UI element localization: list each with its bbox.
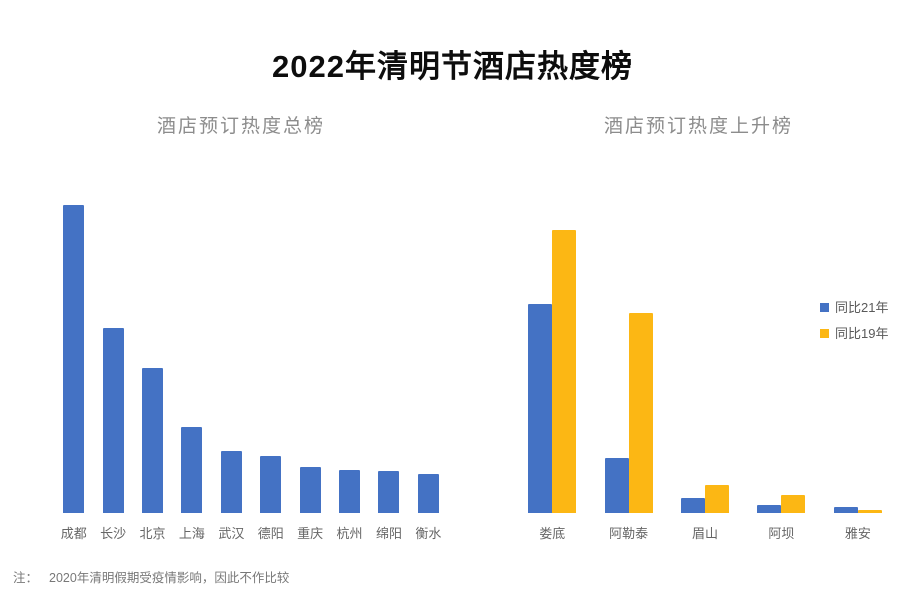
rising-rank-x-label-0: 娄底 <box>539 526 566 541</box>
legend: 同比21年同比19年 <box>820 300 889 341</box>
total-rank-x-label-5: 德阳 <box>257 526 284 541</box>
total-rank-slot-9: 衡水 <box>409 200 448 541</box>
total-rank-slot-5: 德阳 <box>251 200 290 541</box>
rising-rank-bar-1-yoy-2019 <box>628 313 653 513</box>
total-rank-bar-2-heat <box>142 368 164 513</box>
total-rank-bar-group-2 <box>142 200 164 513</box>
rising-rank-bar-group-0 <box>528 200 577 513</box>
total-rank-slot-4: 武汉 <box>212 200 251 541</box>
legend-item-yoy-2019: 同比19年 <box>820 326 888 341</box>
total-rank-bar-1-heat <box>102 328 124 513</box>
total-rank-bar-group-9 <box>417 200 439 513</box>
total-rank-bar-6-heat <box>299 467 321 513</box>
legend-swatch-icon-yoy-2021 <box>820 303 829 312</box>
rising-rank-bar-1-yoy-2021 <box>604 458 629 513</box>
total-rank-x-label-3: 上海 <box>178 526 205 541</box>
rising-rank-slot-0: 娄底 <box>514 200 590 541</box>
rising-rank-x-label-1: 阿勒泰 <box>609 526 649 541</box>
total-rank-x-label-9: 衡水 <box>415 526 442 541</box>
total-rank-bar-4-heat <box>220 451 242 513</box>
legend-swatch-icon-yoy-2019 <box>820 329 829 338</box>
total-rank-bar-5-heat <box>260 456 282 513</box>
total-rank-bar-3-heat <box>181 427 203 513</box>
rising-rank-bar-group-2 <box>681 200 730 513</box>
rising-rank-bar-group-1 <box>604 200 653 513</box>
page-title: 2022年清明节酒店热度榜 <box>272 49 633 84</box>
total-rank-x-label-4: 武汉 <box>218 526 245 541</box>
total-rank-slot-6: 重庆 <box>290 200 329 541</box>
total-rank-bar-group-4 <box>220 200 242 513</box>
rising-rank-bar-0-yoy-2021 <box>528 304 553 513</box>
total-rank-bar-0-heat <box>63 205 85 513</box>
rising-rank-x-label-3: 阿坝 <box>768 526 795 541</box>
total-rank-bar-group-5 <box>260 200 282 513</box>
rising-rank-bar-3-yoy-2021 <box>757 505 782 513</box>
total-rank-x-label-0: 成都 <box>60 526 87 541</box>
total-rank-bar-group-3 <box>181 200 203 513</box>
total-rank-slot-0: 成都 <box>54 200 93 541</box>
total-rank-bar-group-0 <box>63 200 85 513</box>
rising-rank-bar-2-yoy-2021 <box>681 498 706 513</box>
total-rank-slot-1: 长沙 <box>93 200 132 541</box>
total-rank-x-label-2: 北京 <box>139 526 166 541</box>
rising-rank-bar-group-3 <box>757 200 806 513</box>
rising-rank-slot-1: 阿勒泰 <box>590 200 666 541</box>
total-rank-x-label-7: 杭州 <box>336 526 363 541</box>
total-rank-slot-2: 北京 <box>133 200 172 541</box>
rising-rank-slot-4: 雅安 <box>820 200 896 541</box>
total-rank-bar-8-heat <box>378 471 400 513</box>
total-rank-bar-group-8 <box>378 200 400 513</box>
rising-rank-bar-0-yoy-2019 <box>552 230 577 513</box>
total-rank-bar-7-heat <box>339 470 361 513</box>
rising-rank-chart-title: 酒店预订热度上升榜 <box>604 116 794 137</box>
rising-rank-bar-3-yoy-2019 <box>781 495 806 513</box>
total-rank-slot-7: 杭州 <box>330 200 369 541</box>
total-rank-x-label-1: 长沙 <box>100 526 127 541</box>
footnote: 注： 2020年清明假期受疫情影响，因此不作比较 <box>13 571 289 586</box>
total-rank-chart-title: 酒店预订热度总榜 <box>157 116 326 137</box>
legend-item-yoy-2021: 同比21年 <box>820 300 888 315</box>
total-rank-x-label-8: 绵阳 <box>375 526 402 541</box>
rising-rank-bar-4-yoy-2019 <box>857 510 882 513</box>
total-rank-x-label-6: 重庆 <box>297 526 324 541</box>
total-rank-bar-group-7 <box>339 200 361 513</box>
rising-rank-slot-3: 阿坝 <box>743 200 819 541</box>
rising-rank-bar-group-4 <box>833 200 882 513</box>
total-rank-bar-group-1 <box>102 200 124 513</box>
rising-rank-slot-2: 眉山 <box>667 200 743 541</box>
total-rank-bar-group-6 <box>299 200 321 513</box>
total-rank-slot-3: 上海 <box>172 200 211 541</box>
footnote-text: 2020年清明假期受疫情影响，因此不作比较 <box>49 571 290 585</box>
total-rank-slot-8: 绵阳 <box>369 200 408 541</box>
rising-rank-x-label-4: 雅安 <box>844 526 871 541</box>
rising-rank-bar-4-yoy-2021 <box>833 507 858 513</box>
footnote-label: 注： <box>13 571 39 585</box>
legend-label-yoy-2021: 同比21年 <box>835 300 889 315</box>
rising-rank-bar-chart: 娄底 阿勒泰 眉山 阿坝 雅安 <box>514 200 896 541</box>
rising-rank-x-label-2: 眉山 <box>692 526 719 541</box>
total-rank-bar-chart: 成都 长沙 北京 上海 武汉 德阳 重庆 杭州 绵阳 衡水 <box>54 200 448 541</box>
legend-label-yoy-2019: 同比19年 <box>835 326 889 341</box>
total-rank-bar-9-heat <box>417 474 439 513</box>
rising-rank-bar-2-yoy-2019 <box>705 485 730 513</box>
